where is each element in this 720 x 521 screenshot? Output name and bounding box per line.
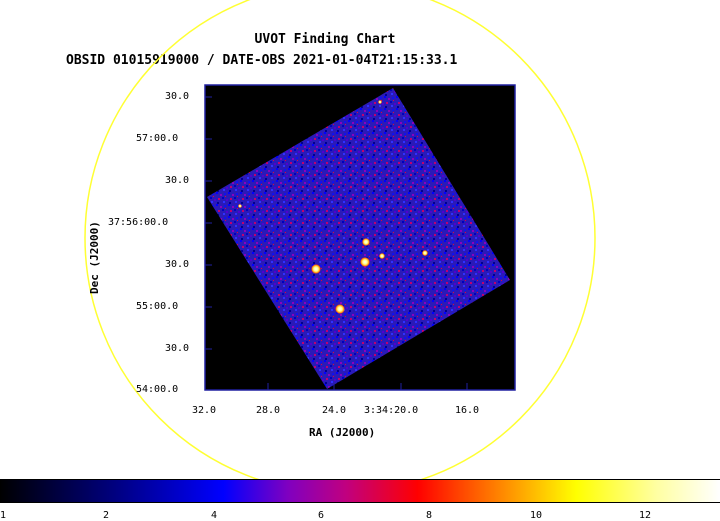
- y-tick-label: 55:00.0: [136, 301, 179, 312]
- tick-marks: [205, 96, 468, 390]
- source-spot: [362, 238, 370, 246]
- source-spot: [311, 264, 321, 274]
- y-tick-label: 54:00.0: [136, 384, 179, 395]
- source-spot: [422, 250, 428, 256]
- y-axis-label: Dec (J2000): [88, 221, 101, 294]
- bright-sources: [238, 100, 428, 314]
- colorbar-label: 8: [426, 510, 433, 521]
- source-spot: [335, 304, 345, 314]
- y-tick-label: 30.0: [165, 343, 190, 354]
- source-spot: [378, 100, 382, 104]
- source-spot: [360, 257, 370, 267]
- x-tick-label: 28.0: [256, 405, 281, 416]
- colorbar-label: 6: [318, 510, 325, 521]
- x-tick-label: 24.0: [322, 405, 347, 416]
- colorbar-label: 12: [639, 510, 652, 521]
- x-tick-label: 16.0: [455, 405, 480, 416]
- source-spot: [379, 253, 385, 259]
- colorbar-label: 2: [103, 510, 110, 521]
- y-tick-label: 30.0: [165, 91, 190, 102]
- colorbar-label: 10: [530, 510, 543, 521]
- chart-title: UVOT Finding Chart: [254, 32, 396, 47]
- x-tick-label: 32.0: [192, 405, 217, 416]
- colorbar: [0, 479, 720, 503]
- colorbar-label: 4: [211, 510, 218, 521]
- x-axis-label: RA (J2000): [309, 426, 376, 439]
- y-tick-label: 37:56:00.0: [108, 217, 169, 228]
- y-tick-label: 57:00.0: [136, 133, 179, 144]
- x-tick-label: 3:34:20.0: [364, 405, 419, 416]
- y-tick-label: 30.0: [165, 175, 190, 186]
- source-spot: [238, 204, 242, 208]
- y-tick-label: 30.0: [165, 259, 190, 270]
- uvot-exposure-footprint: [207, 88, 510, 389]
- colorbar-label: 1: [0, 510, 7, 521]
- chart-subtitle: OBSID 01015919000 / DATE-OBS 2021-01-04T…: [66, 53, 458, 68]
